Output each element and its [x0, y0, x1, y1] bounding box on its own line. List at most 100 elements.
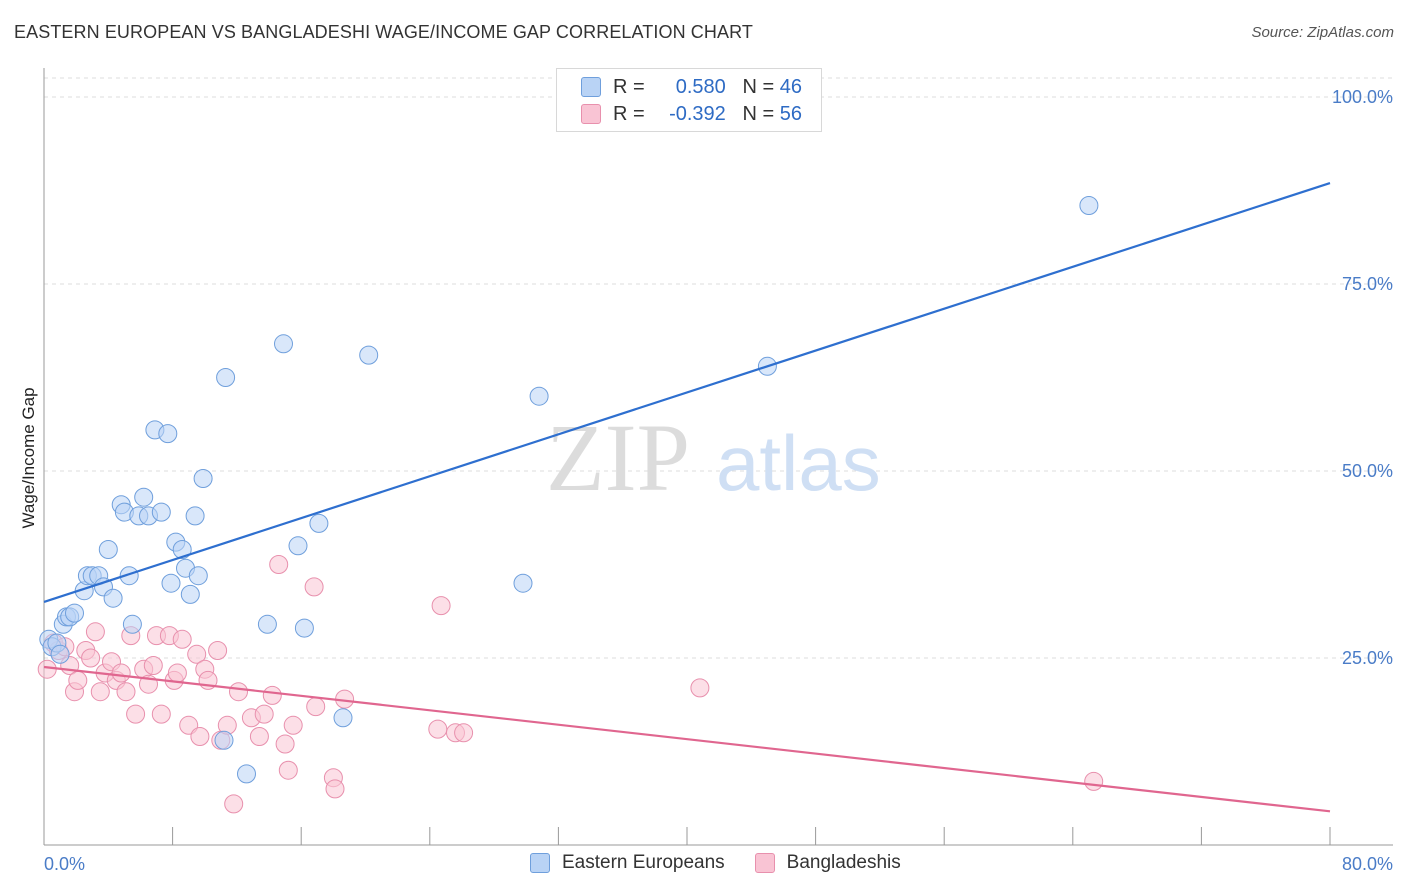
- point-bangladeshis[interactable]: [229, 682, 248, 702]
- point-eastern-europeans[interactable]: [151, 502, 171, 522]
- point-eastern-europeans[interactable]: [513, 573, 533, 593]
- point-bangladeshis[interactable]: [690, 678, 710, 698]
- legend-r-value: 0.580: [675, 75, 726, 98]
- point-bangladeshis[interactable]: [126, 704, 146, 724]
- point-bangladeshis[interactable]: [116, 682, 136, 702]
- point-eastern-europeans[interactable]: [134, 487, 154, 507]
- x-tick-label-min: 0.0%: [44, 854, 85, 874]
- point-bangladeshis[interactable]: [224, 794, 244, 814]
- point-eastern-europeans[interactable]: [180, 584, 200, 604]
- trend-line-eastern-europeans: [43, 181, 1331, 603]
- point-eastern-europeans[interactable]: [103, 588, 123, 608]
- point-bangladeshis[interactable]: [283, 715, 303, 735]
- point-bangladeshis[interactable]: [172, 629, 192, 649]
- point-eastern-europeans[interactable]: [158, 424, 178, 444]
- point-bangladeshis[interactable]: [37, 659, 57, 679]
- point-bangladeshis[interactable]: [431, 596, 451, 616]
- point-eastern-europeans[interactable]: [309, 513, 329, 533]
- legend-r-label: R =: [613, 102, 645, 125]
- point-bangladeshis[interactable]: [254, 704, 274, 724]
- point-eastern-europeans[interactable]: [172, 540, 192, 559]
- source-credit: Source: ZipAtlas.com: [1251, 24, 1394, 41]
- legend-swatch-eastern-europeans: [530, 853, 550, 873]
- legend-item-eastern-europeans[interactable]: Eastern Europeans: [530, 852, 725, 874]
- data-points: [37, 196, 1104, 814]
- point-eastern-europeans[interactable]: [122, 614, 142, 634]
- point-bangladeshis[interactable]: [90, 682, 110, 702]
- point-bangladeshis[interactable]: [454, 723, 474, 743]
- y-tick-labels: 25.0% 50.0% 75.0% 100.0%: [1332, 87, 1393, 668]
- point-eastern-europeans[interactable]: [98, 540, 118, 559]
- y-tick-label: 50.0%: [1342, 461, 1393, 481]
- point-eastern-europeans[interactable]: [216, 368, 236, 387]
- axes: [43, 68, 1393, 846]
- point-bangladeshis[interactable]: [262, 685, 282, 705]
- point-bangladeshis[interactable]: [151, 704, 171, 724]
- point-bangladeshis[interactable]: [187, 644, 207, 664]
- legend-label-bangladeshis: Bangladeshis: [786, 852, 901, 873]
- legend-swatch-eastern-europeans: [581, 77, 601, 97]
- point-eastern-europeans[interactable]: [50, 644, 70, 664]
- trend-lines: [43, 181, 1331, 813]
- point-bangladeshis[interactable]: [85, 622, 105, 642]
- legend-r-label: R =: [613, 75, 645, 98]
- y-tick-label: 25.0%: [1342, 648, 1393, 668]
- point-bangladeshis[interactable]: [428, 719, 448, 739]
- stats-legend: R = 0.580 N = 46 R = -0.392 N = 56: [556, 68, 822, 132]
- point-bangladeshis[interactable]: [68, 670, 88, 690]
- legend-n-label: N =: [742, 102, 775, 125]
- point-bangladeshis[interactable]: [1084, 771, 1104, 791]
- point-eastern-europeans[interactable]: [214, 730, 234, 750]
- point-bangladeshis[interactable]: [190, 727, 210, 746]
- legend-swatch-bangladeshis: [581, 104, 601, 124]
- point-bangladeshis[interactable]: [306, 697, 326, 717]
- point-eastern-europeans[interactable]: [274, 334, 293, 354]
- watermark-atlas: atlas: [716, 419, 881, 507]
- point-bangladeshis[interactable]: [81, 648, 101, 668]
- x-tick-label-max: 80.0%: [1342, 854, 1393, 874]
- legend-label-eastern-europeans: Eastern Europeans: [562, 852, 725, 873]
- point-bangladeshis[interactable]: [167, 663, 187, 683]
- trend-line-bangladeshis: [43, 665, 1331, 813]
- point-eastern-europeans[interactable]: [294, 618, 314, 638]
- point-eastern-europeans[interactable]: [193, 469, 213, 488]
- y-tick-label: 100.0%: [1332, 87, 1393, 107]
- point-bangladeshis[interactable]: [111, 663, 131, 683]
- legend-r-value: -0.392: [669, 102, 726, 125]
- point-eastern-europeans[interactable]: [359, 345, 379, 365]
- legend-n-label: N =: [742, 75, 775, 98]
- point-eastern-europeans[interactable]: [188, 566, 208, 586]
- point-eastern-europeans[interactable]: [237, 764, 256, 784]
- series-legend: Eastern Europeans Bangladeshis: [530, 852, 931, 874]
- y-axis-label: Wage/Income Gap: [19, 387, 38, 528]
- legend-swatch-bangladeshis: [754, 853, 775, 873]
- legend-item-bangladeshis[interactable]: Bangladeshis: [754, 852, 901, 874]
- y-tick-label: 75.0%: [1342, 274, 1393, 294]
- point-bangladeshis[interactable]: [249, 727, 269, 746]
- point-bangladeshis[interactable]: [208, 641, 228, 660]
- point-eastern-europeans[interactable]: [529, 386, 549, 406]
- point-eastern-europeans[interactable]: [161, 573, 181, 593]
- legend-n-value: 46: [779, 75, 802, 98]
- point-bangladeshis[interactable]: [275, 734, 295, 754]
- legend-n-value: 56: [779, 102, 802, 125]
- point-eastern-europeans[interactable]: [119, 566, 139, 586]
- legend-row-bangladeshis: R = -0.392 N = 56: [581, 102, 802, 126]
- point-bangladeshis[interactable]: [304, 577, 324, 597]
- point-eastern-europeans[interactable]: [65, 603, 84, 623]
- watermark: ZIP atlas: [546, 404, 881, 511]
- watermark-zip: ZIP: [546, 404, 690, 511]
- chart-title: EASTERN EUROPEAN VS BANGLADESHI WAGE/INC…: [14, 22, 753, 42]
- point-bangladeshis[interactable]: [143, 656, 163, 675]
- legend-row-eastern-europeans: R = 0.580 N = 46: [581, 75, 802, 99]
- point-eastern-europeans[interactable]: [288, 536, 308, 556]
- point-eastern-europeans[interactable]: [185, 506, 205, 526]
- gridlines: [44, 77, 1393, 659]
- point-bangladeshis[interactable]: [325, 779, 345, 799]
- point-bangladeshis[interactable]: [278, 760, 298, 780]
- point-eastern-europeans[interactable]: [257, 614, 277, 634]
- point-bangladeshis[interactable]: [269, 555, 289, 574]
- point-eastern-europeans[interactable]: [1079, 196, 1099, 215]
- point-eastern-europeans[interactable]: [333, 708, 353, 728]
